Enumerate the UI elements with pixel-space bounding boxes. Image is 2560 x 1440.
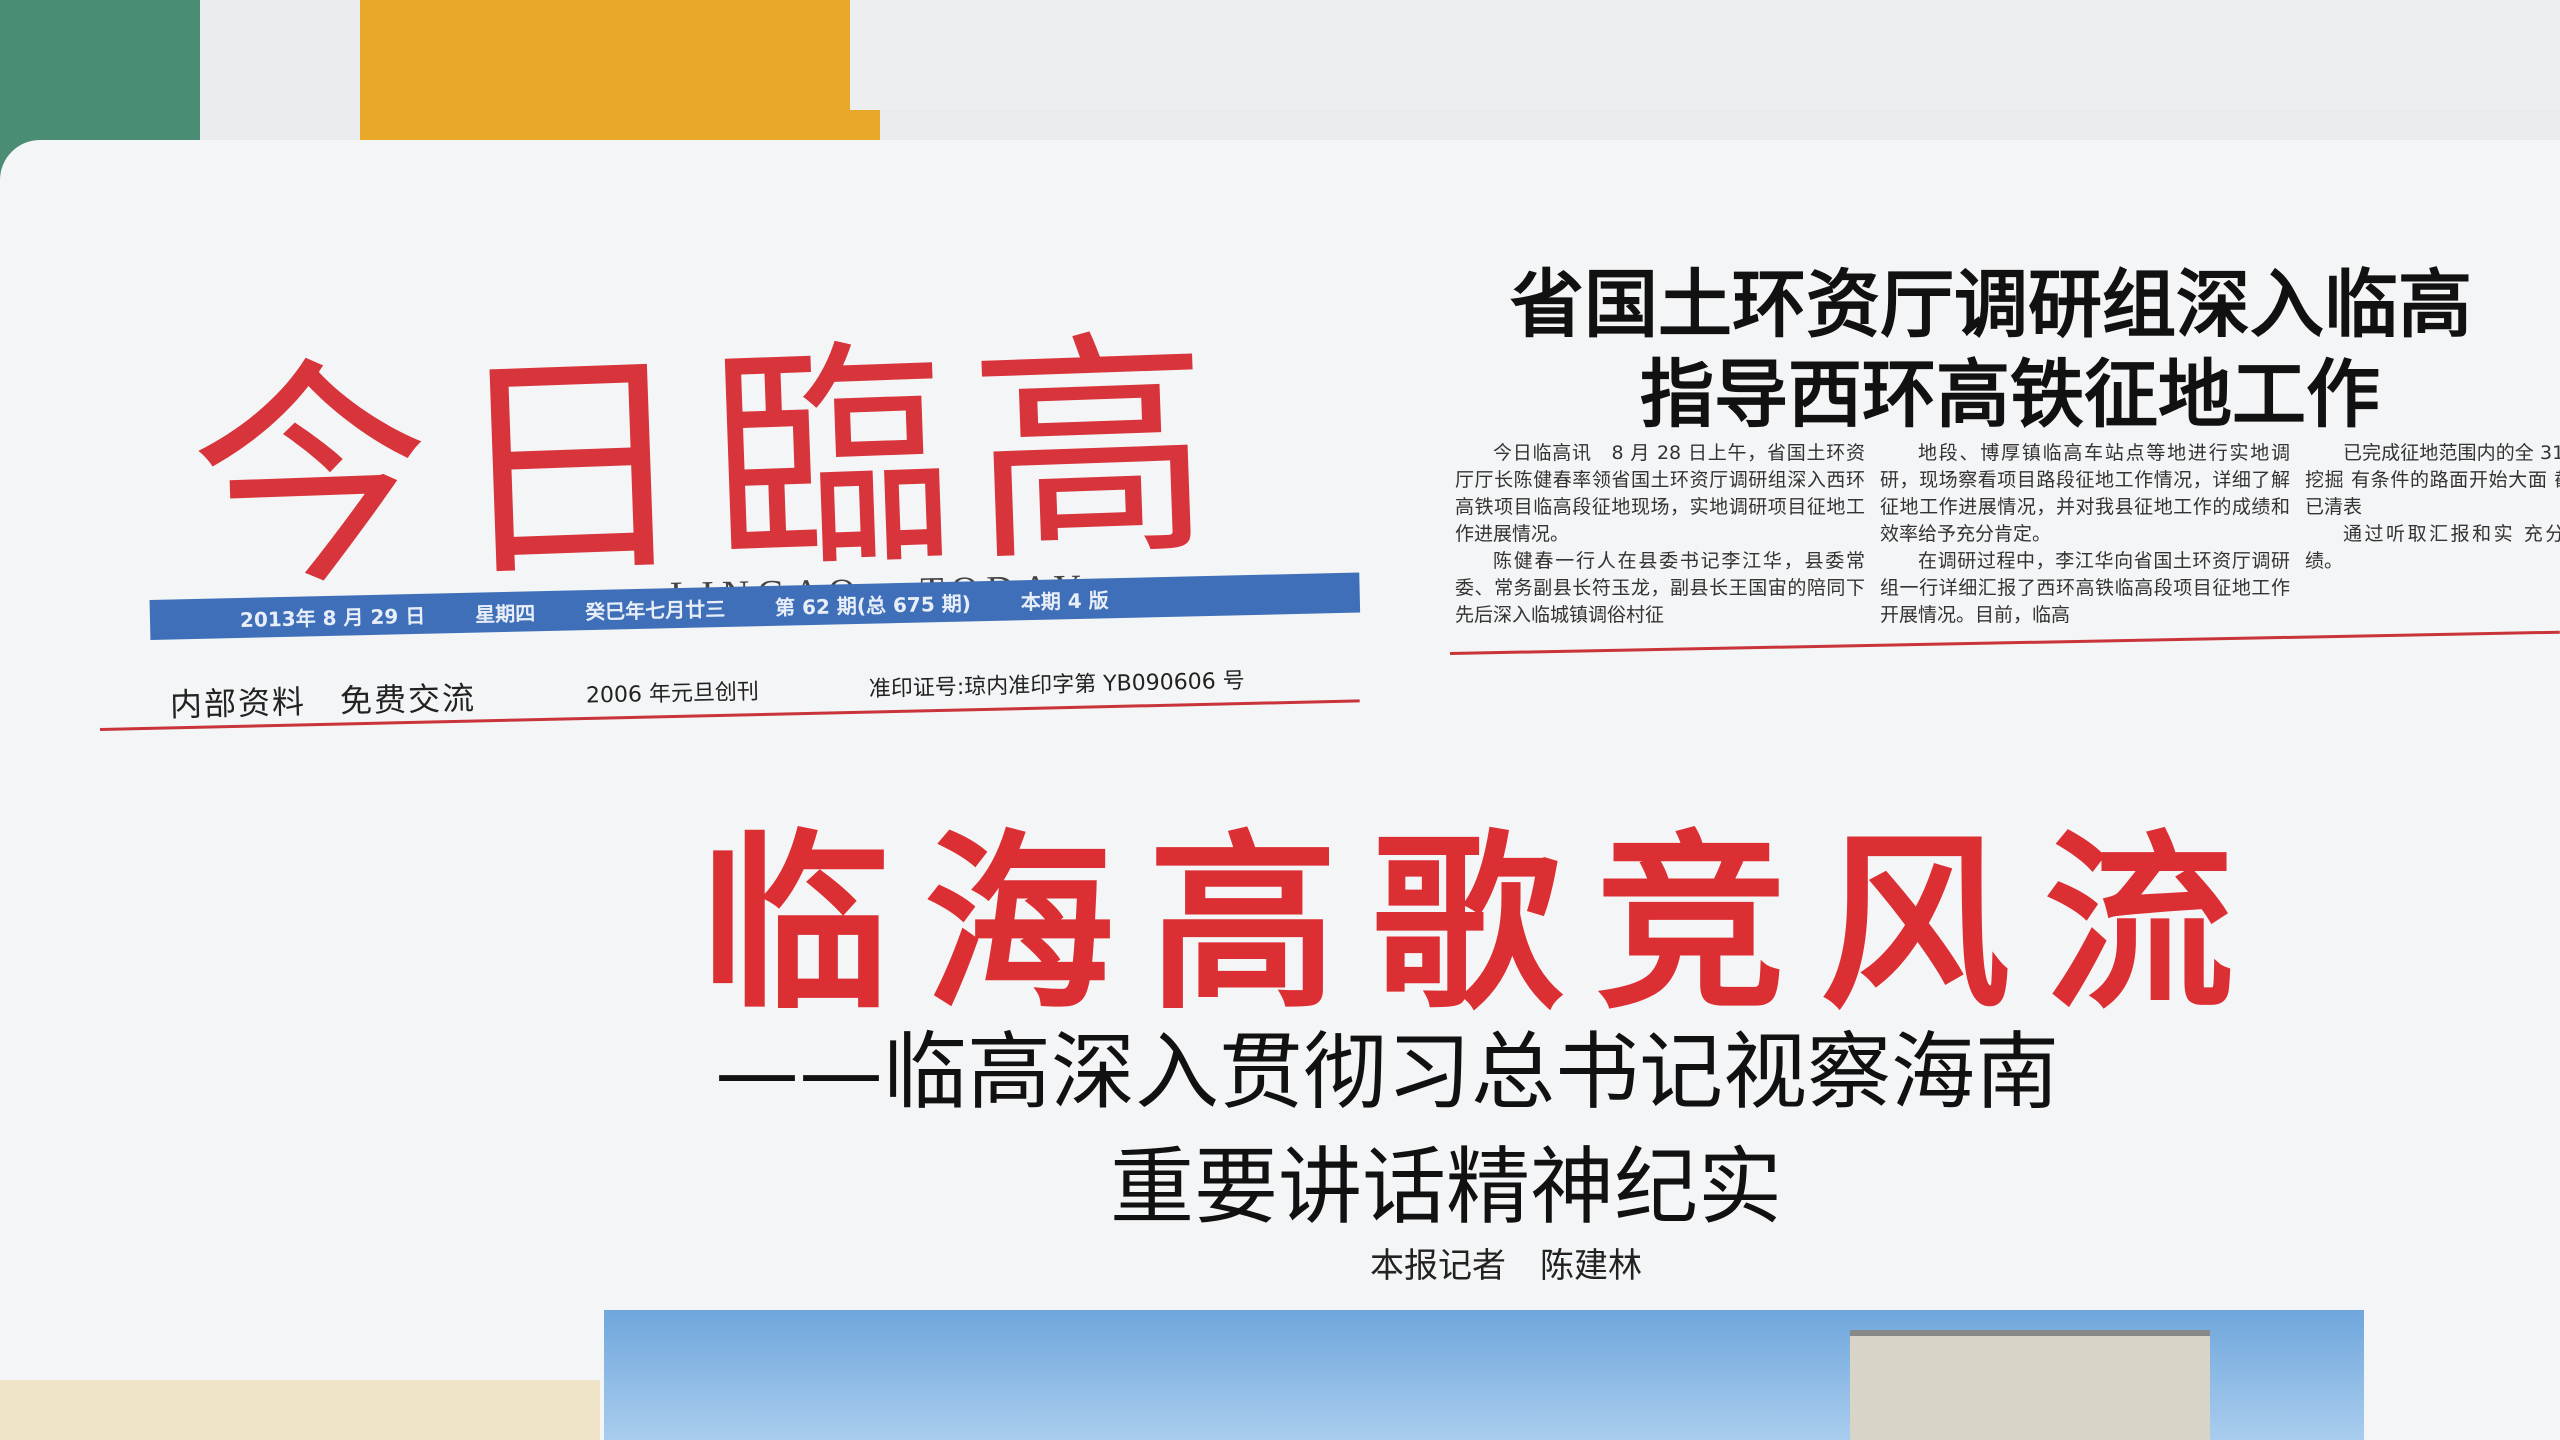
bottom-left-banner [0,1380,600,1440]
paragraph: 通过听取汇报和实 充分肯定了我县征地 绩。 [2305,523,2560,572]
newspaper [0,140,2560,1440]
dateline-item: 星期四 [474,600,536,627]
paragraph: 陈健春一行人在县委书记李江华，县委常委、常务副县长符玉龙，副县长王国宙的陪同下先… [1455,550,1865,626]
paragraph: 今日临高讯 8 月 28 日上午，省国土环资厅厅长陈健春率领省国土环资厅调研组深… [1455,442,1865,545]
main-headline: 临海高歌竞风流 [700,814,2269,1035]
lead-headline: 省国土环资厅调研组深入临高 [1510,262,2472,348]
dateline-item: 本期 4 版 [1020,587,1109,614]
note: 准印证号:琼内准印字第 YB090606 号 [868,668,1245,703]
lead-column: 今日临高讯 8 月 28 日上午，省国土环资厅厅长陈健春率领省国土环资厅调研组深… [1455,440,1865,655]
main-subtitle: ——临高深入贯彻习总书记视察海南 [715,1023,2060,1121]
note: 内部资料 免费交流 [169,679,477,724]
dateline-item: 第 62 期(总 675 期) [774,590,972,620]
lead-column: 已完成征地范围内的全 31.86 公里长的边沟挖掘 有条件的路面开始大面 截至 … [2305,440,2560,655]
dateline-item: 癸巳年七月廿三 [584,596,726,624]
photo-building [1850,1330,2210,1440]
lead-headline: 指导西环高铁征地工作 [1640,352,2380,438]
main-subtitle: 重要讲话精神纪实 [1110,1138,1783,1236]
byline: 本报记者 陈建林 [1370,1246,1642,1286]
note: 2006 年元旦创刊 [585,679,760,709]
lead-column: 地段、博厚镇临高车站点等地进行实地调研，现场察看项目路段征地工作情况，详细了解征… [1880,440,2290,655]
dateline-item: 2013年 8 月 29 日 [239,603,426,632]
paragraph: 在调研过程中，李江华向省国土环资厅调研组一行详细汇报了西环高铁临高段项目征地工作… [1880,550,2290,626]
paragraph: 已完成征地范围内的全 31.86 公里长的边沟挖掘 有条件的路面开始大面 截至 … [2305,442,2560,518]
top-sheet [850,0,2560,110]
paragraph: 地段、博厚镇临高车站点等地进行实地调研，现场察看项目路段征地工作情况，详细了解征… [1880,442,2290,545]
